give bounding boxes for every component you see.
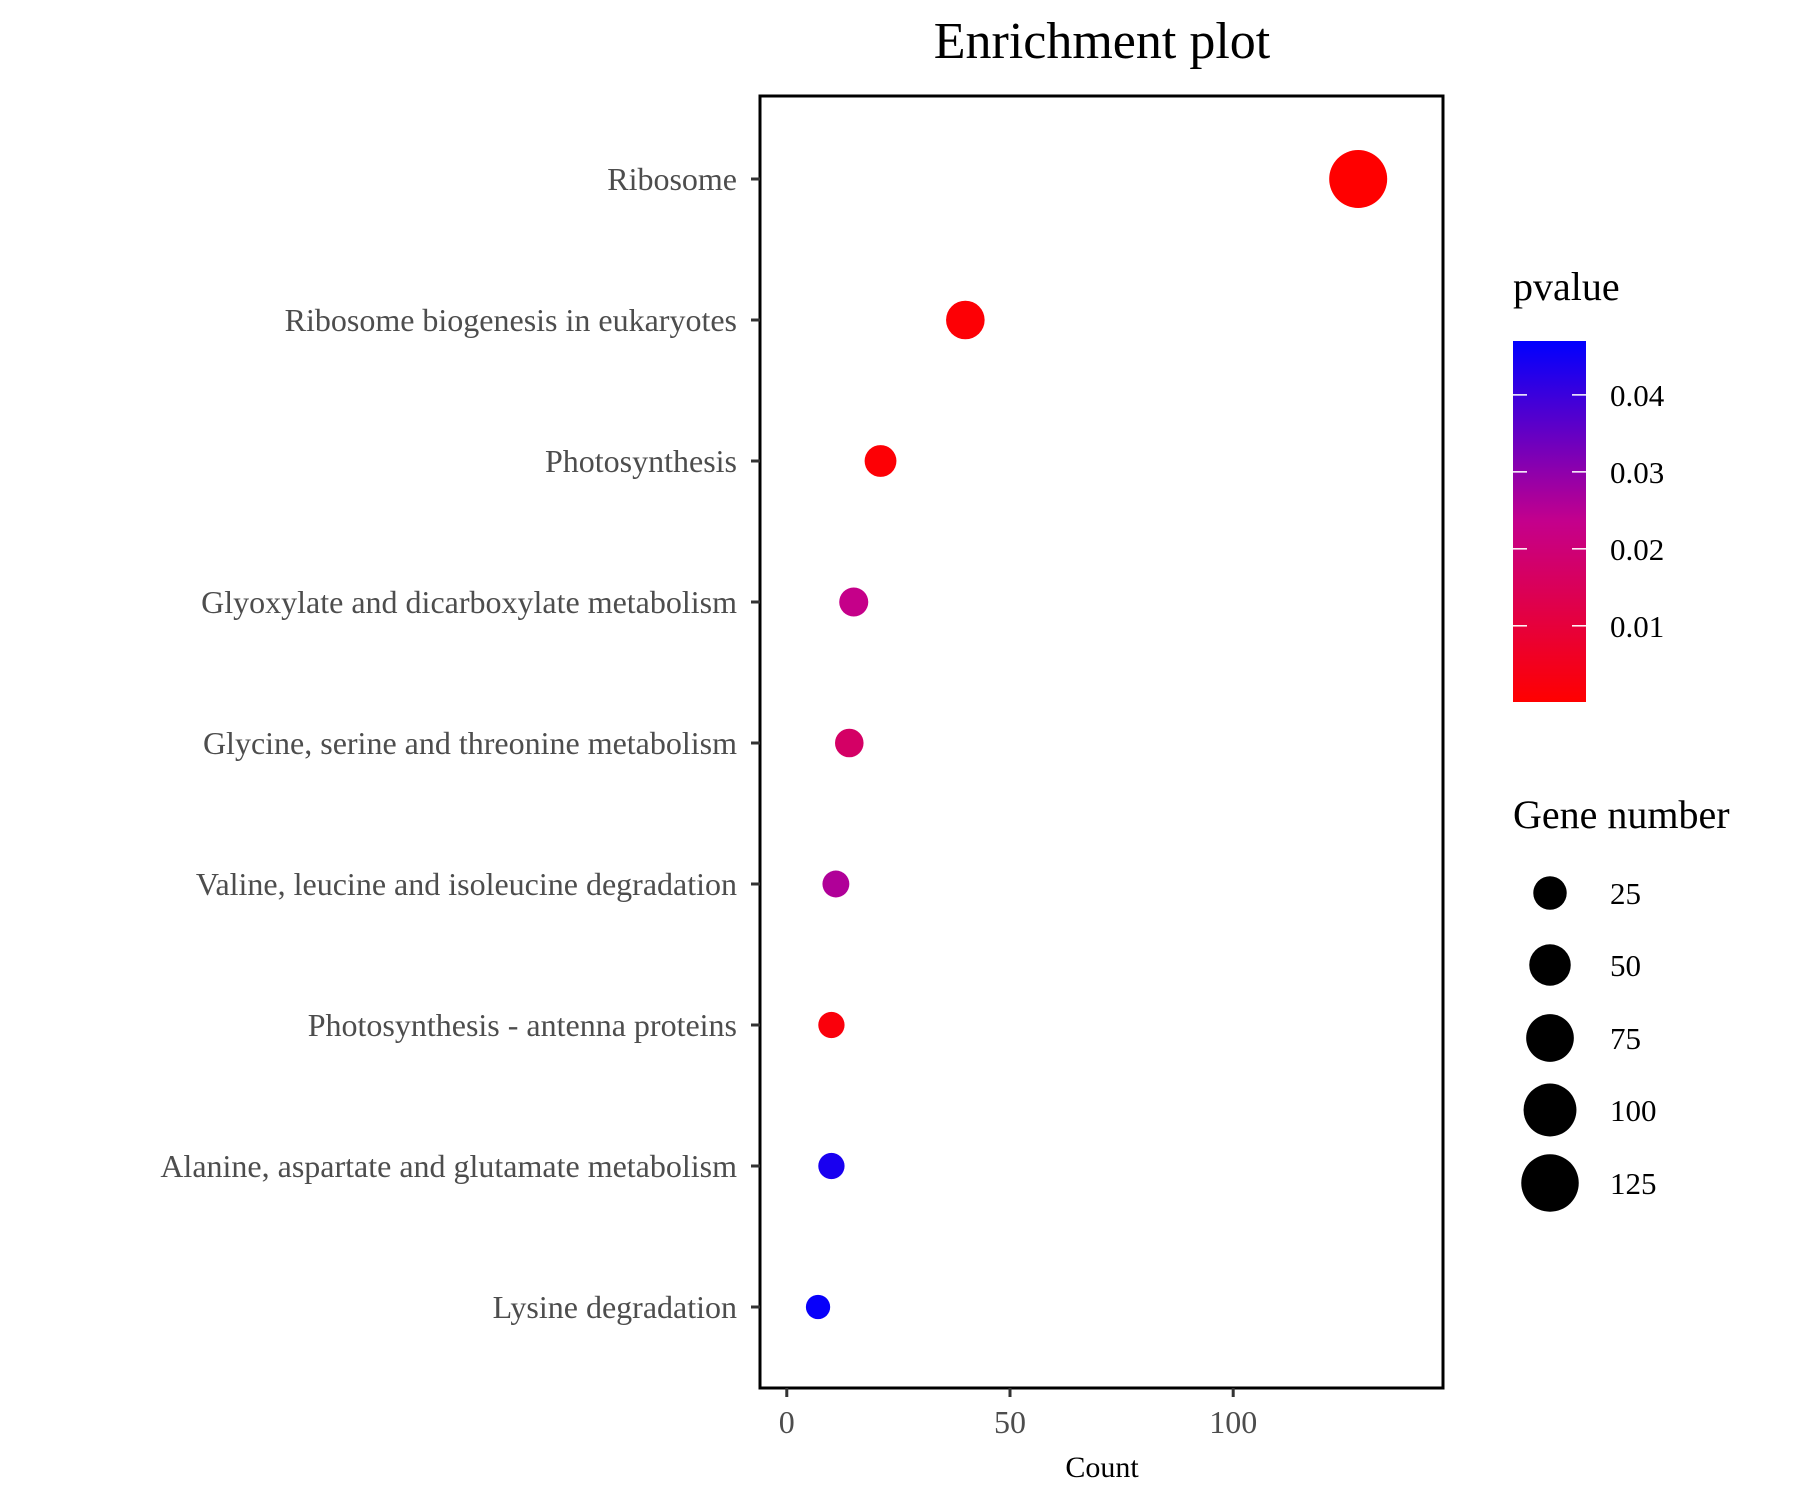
pvalue-legend-title: pvalue [1513,264,1620,309]
data-point [946,300,985,340]
colorbar-tick-label: 0.03 [1610,455,1664,490]
size-legend-label: 125 [1610,1166,1657,1201]
y-tick-label: Alanine, aspartate and glutamate metabol… [160,1148,737,1184]
size-legend-label: 50 [1610,948,1641,983]
size-legend-circle [1526,1014,1574,1062]
y-tick-label: Glycine, serine and threonine metabolism [203,725,737,761]
y-tick-label: Ribosome biogenesis in eukaryotes [285,302,737,338]
x-tick-label: 0 [779,1404,795,1440]
x-axis: 0 50 100 [779,1388,1257,1440]
data-point [822,870,850,898]
size-legend-title: Gene number [1513,792,1730,837]
size-legend-label: 100 [1610,1093,1657,1128]
data-point [864,445,897,477]
colorbar-tick-label: 0.04 [1610,378,1665,413]
y-tick-label: Ribosome [607,161,737,197]
size-legend-items: 25 50 75 100 125 [1521,876,1657,1212]
data-point [835,728,864,758]
data-points [805,150,1388,1320]
pvalue-colorbar [1513,341,1586,702]
y-tick-label: Lysine degradation [493,1289,737,1325]
size-legend-circle [1521,1154,1579,1212]
x-tick-label: 50 [994,1404,1026,1440]
y-tick-label: Valine, leucine and isoleucine degradati… [196,866,737,902]
size-legend: Gene number 25 50 75 100 125 [1513,792,1730,1212]
chart-title: Enrichment plot [934,13,1271,70]
colorbar-ticks: 0.04 0.03 0.02 0.01 [1513,378,1665,644]
x-tick-label: 100 [1209,1404,1257,1440]
colorbar-tick-label: 0.01 [1610,609,1664,644]
data-point [839,587,869,617]
size-legend-label: 25 [1610,876,1641,911]
data-point [1329,150,1388,208]
size-legend-circle [1523,1083,1577,1137]
size-legend-circle [1533,876,1567,910]
y-tick-label: Photosynthesis - antenna proteins [308,1007,737,1043]
size-legend-label: 75 [1610,1021,1641,1056]
data-point [818,1152,845,1180]
size-legend-circle [1529,944,1571,986]
data-point [818,1011,845,1039]
data-point [805,1294,831,1320]
colorbar-tick-label: 0.02 [1610,532,1664,567]
pvalue-legend: pvalue 0.04 0.03 0.02 0.01 [1513,264,1665,702]
y-tick-label: Photosynthesis [545,443,737,479]
y-tick-label: Glyoxylate and dicarboxylate metabolism [201,584,737,620]
y-axis: Ribosome Ribosome biogenesis in eukaryote… [160,161,760,1325]
x-axis-label: Count [1065,1451,1139,1484]
